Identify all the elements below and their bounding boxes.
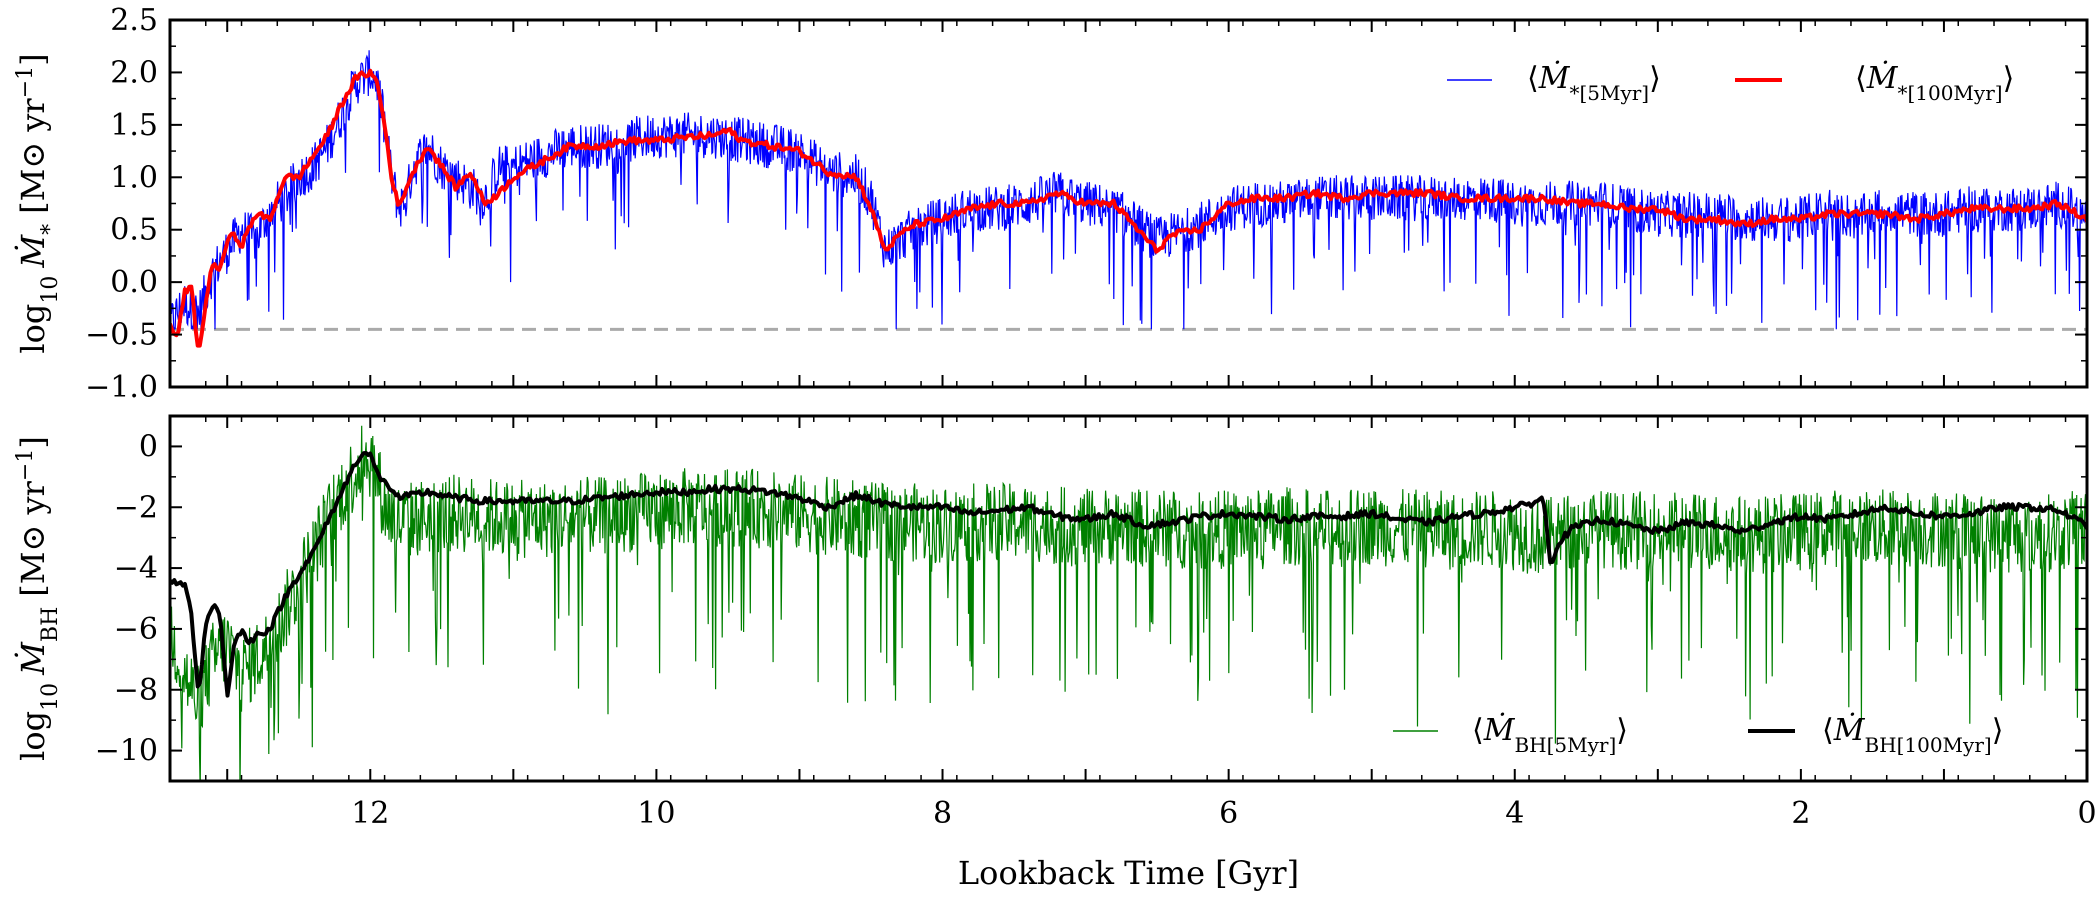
legend-sfr-100myr-label: ⟨Ṁ*[100Myr]⟩ [1855, 60, 2014, 105]
top-plot-area [170, 50, 2087, 348]
x-axis-label: Lookback Time [Gyr] [958, 854, 1299, 892]
xtick-label: 0 [2077, 796, 2096, 831]
xtick-label: 8 [933, 796, 952, 831]
bottom-ytick-label: −2 [114, 490, 158, 525]
bottom-plot-area [170, 425, 2087, 781]
top-ytick-label: 1.5 [110, 108, 158, 143]
top-y-axis-label: log10Ṁ*[M⊙ yr−1] [13, 53, 63, 353]
top-ytick-label: 2.5 [110, 3, 158, 38]
top-series-1-smooth-line [170, 68, 2087, 348]
top-series-group [170, 50, 2087, 348]
xtick-label: 12 [351, 796, 389, 831]
legend-sfr-5myr-label: ⟨Ṁ*[5Myr]⟩ [1527, 60, 1661, 105]
panel-top-star-formation: −1.0 −0.5 0.0 0.5 1.0 1.5 2.0 2.5 log10Ṁ*[M⊙ yr… [13, 3, 2089, 405]
top-axes-frame [168, 18, 2089, 389]
bottom-ytick-label: 0 [139, 429, 158, 464]
bottom-ytick-label: −8 [114, 673, 158, 708]
top-ytick-label: −1.0 [85, 370, 158, 405]
bottom-series-group [170, 425, 2087, 781]
bottom-ytick-label: −4 [114, 551, 158, 586]
bottom-series-0-noisy-line [170, 425, 2087, 781]
legend-bh-100myr-label: ⟨ṀBH[100Myr]⟩ [1822, 712, 2003, 757]
top-ticks: −1.0 −0.5 0.0 0.5 1.0 1.5 2.0 2.5 [85, 3, 2088, 405]
bottom-axes-frame [168, 414, 2089, 783]
bottom-legend: ⟨ṀBH[5Myr]⟩ ⟨ṀBH[100Myr]⟩ [1393, 712, 2003, 757]
top-legend: ⟨Ṁ*[5Myr]⟩ ⟨Ṁ*[100Myr]⟩ [1447, 60, 2014, 105]
xtick-label: 2 [1791, 796, 1810, 831]
legend-bh-5myr-label: ⟨ṀBH[5Myr]⟩ [1472, 712, 1628, 757]
bottom-series-1-smooth-line [170, 451, 2087, 698]
bottom-ytick-label: −10 [95, 734, 158, 769]
top-ytick-label: 0.0 [110, 265, 158, 300]
bottom-ytick-label: −6 [114, 612, 158, 647]
xtick-label: 10 [637, 796, 675, 831]
top-ytick-label: 2.0 [110, 55, 158, 90]
bottom-ticks: −10 −8 −6 −4 −2 0 12 10 8 6 4 2 0 [95, 415, 2097, 831]
top-ytick-label: 0.5 [110, 213, 158, 248]
top-ytick-label: −0.5 [85, 318, 158, 353]
top-ytick-label: 1.0 [110, 160, 158, 195]
xtick-label: 6 [1219, 796, 1238, 831]
xtick-label: 4 [1505, 796, 1524, 831]
bottom-y-axis-label: log10ṀBH[M⊙ yr−1] [13, 436, 63, 761]
